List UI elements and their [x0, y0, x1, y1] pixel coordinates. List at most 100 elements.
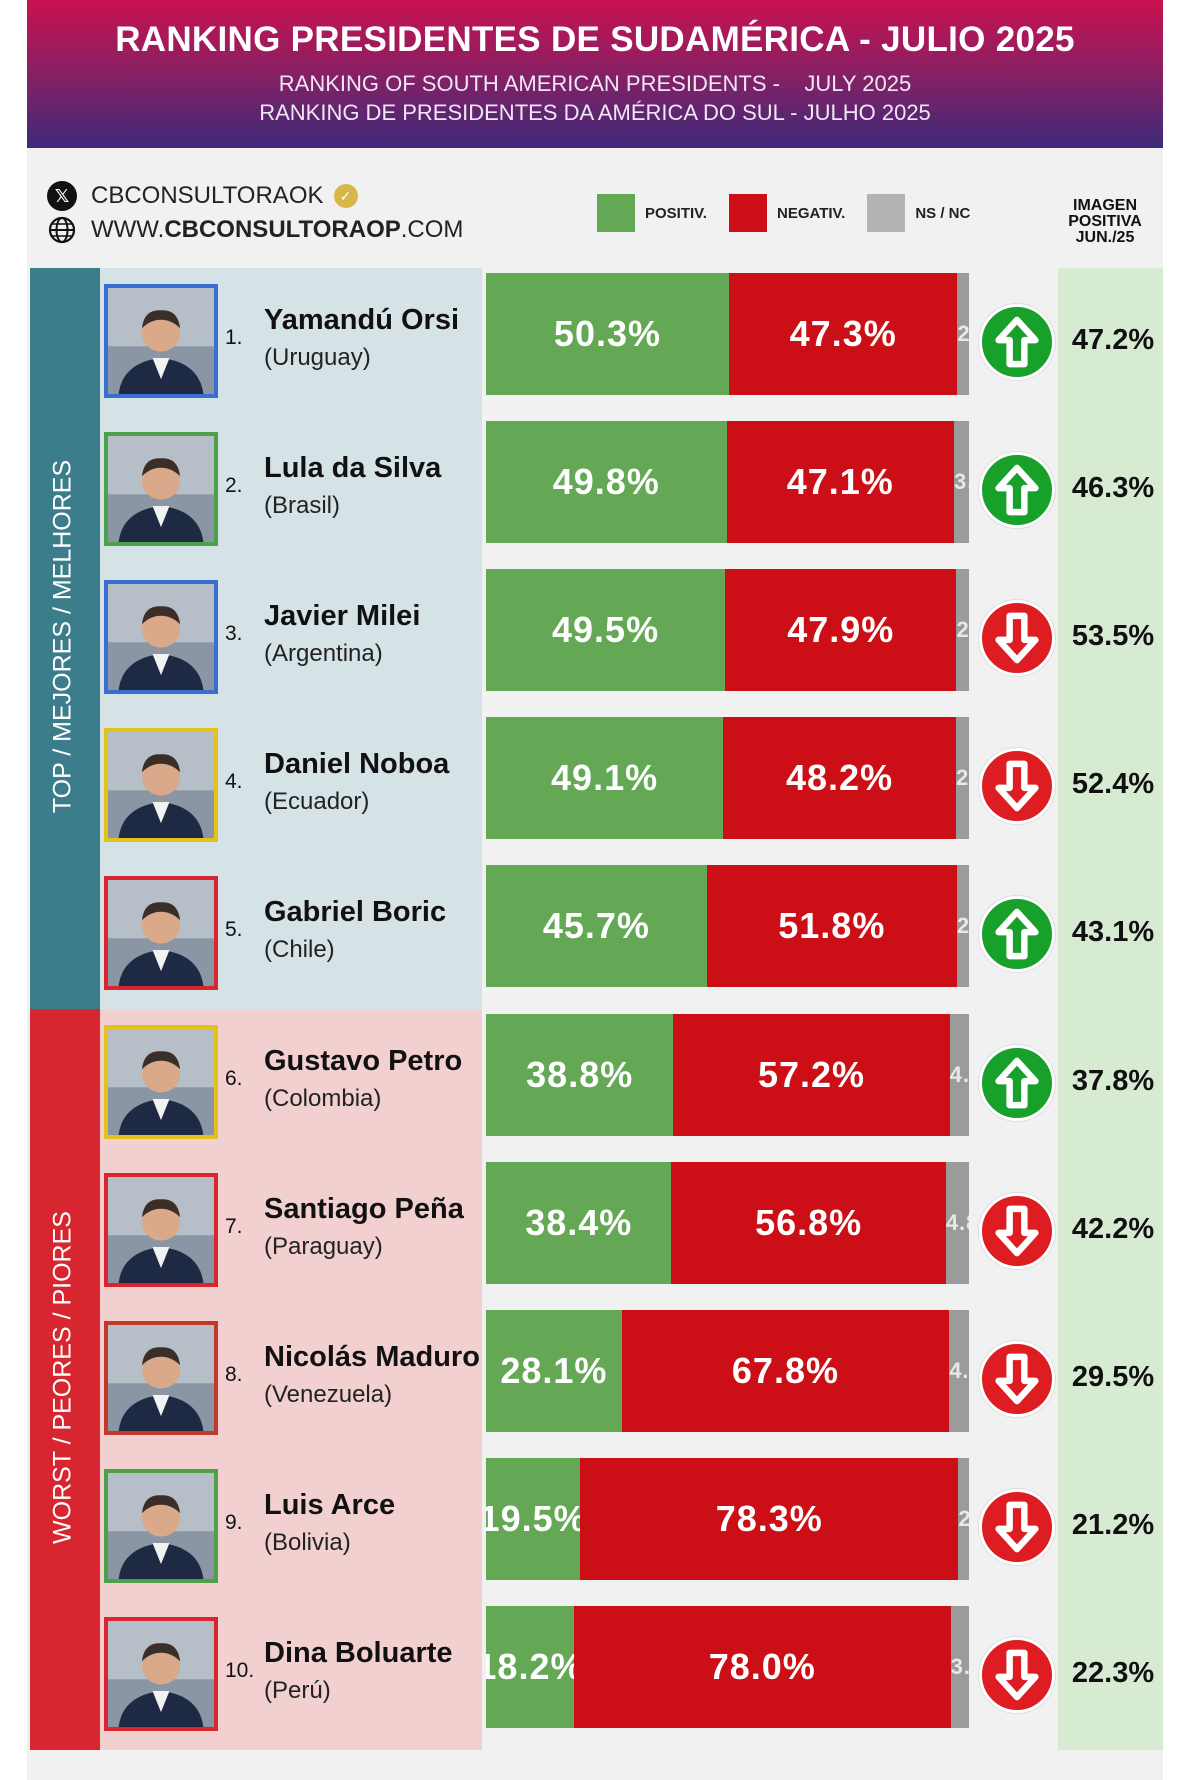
president-country: (Brasil) [264, 492, 340, 519]
bar-ns: 2.6 [956, 569, 969, 691]
president-name: Nicolás Maduro [264, 1341, 480, 1373]
president-name: Dina Boluarte [264, 1637, 453, 1669]
page-title: RANKING PRESIDENTES DE SUDAMÉRICA - JULI… [115, 20, 1075, 59]
arrow-up-icon [979, 304, 1055, 380]
bar-negative: 47.1% [726, 421, 955, 543]
bar-negative: 57.2% [673, 1014, 950, 1136]
worst-section-band [30, 1009, 100, 1750]
president-photo [104, 432, 218, 546]
president-name: Javier Milei [264, 600, 421, 632]
bar-negative: 47.9% [725, 569, 957, 691]
approval-bar: 49.5% 47.9% 2.6 [486, 569, 969, 691]
bar-ns: 4.8 [945, 1162, 969, 1284]
previous-value: 52.4% [1071, 768, 1155, 800]
bar-ns: 2.4 [957, 273, 969, 395]
approval-bar: 38.4% 56.8% 4.8 [486, 1162, 969, 1284]
bar-ns: 3.8 [950, 1606, 969, 1728]
president-photo [104, 1321, 218, 1435]
approval-bar: 49.8% 47.1% 3.1 [486, 421, 969, 543]
arrow-down-icon [979, 1341, 1055, 1417]
website-url[interactable]: WWW.CBCONSULTORAOP.COM [91, 216, 464, 243]
legend-item-ns: NS / NC [867, 194, 970, 232]
bar-negative: 48.2% [723, 717, 956, 839]
rank-number: 5. [225, 918, 243, 941]
approval-bar: 49.1% 48.2% 2.7 [486, 717, 969, 839]
ranking-row: 3. Javier Milei (Argentina) 49.5% 47.9% … [27, 564, 1163, 694]
legend-swatch-negative [728, 194, 767, 232]
portrait-icon [108, 1473, 214, 1579]
bar-negative: 56.8% [671, 1162, 946, 1284]
bar-ns: 4.1 [949, 1310, 969, 1432]
rank-number: 7. [225, 1215, 243, 1238]
president-country: (Paraguay) [264, 1233, 383, 1260]
portrait-icon [108, 584, 214, 690]
ranking-row: 9. Luis Arce (Bolivia) 19.5% 78.3% 2.2 2… [27, 1453, 1163, 1583]
bar-positive: 49.1% [486, 717, 724, 839]
rank-number: 2. [225, 474, 243, 497]
approval-bar: 38.8% 57.2% 4.0 [486, 1014, 969, 1136]
x-logo-icon: 𝕏 [47, 181, 77, 211]
bar-negative: 67.8% [621, 1310, 950, 1432]
approval-bar: 45.7% 51.8% 2.5 [486, 865, 969, 987]
rank-number: 3. [225, 622, 243, 645]
previous-value: 42.2% [1071, 1213, 1155, 1245]
bar-positive: 18.2% [486, 1606, 574, 1728]
bar-ns: 2.5 [956, 865, 969, 987]
bar-positive: 45.7% [486, 865, 707, 987]
portrait-icon [108, 1177, 214, 1283]
ranking-row: 6. Gustavo Petro (Colombia) 38.8% 57.2% … [27, 1009, 1163, 1139]
ranking-row: 5. Gabriel Boric (Chile) 45.7% 51.8% 2.5… [27, 860, 1163, 990]
president-country: (Venezuela) [264, 1381, 393, 1408]
president-name: Gustavo Petro [264, 1045, 463, 1077]
president-photo [104, 580, 218, 694]
approval-bar: 28.1% 67.8% 4.1 [486, 1310, 969, 1432]
president-country: (Chile) [264, 936, 335, 963]
top-section-band [30, 268, 100, 1009]
arrow-up-icon [979, 452, 1055, 528]
rank-number: 4. [225, 770, 243, 793]
portrait-icon [108, 1621, 214, 1727]
president-country: (Colombia) [264, 1085, 382, 1112]
president-name: Gabriel Boric [264, 896, 447, 928]
arrow-up-icon [979, 896, 1055, 972]
portrait-icon [108, 880, 214, 986]
rank-number: 1. [225, 326, 243, 349]
legend-item-positive: POSITIV. [597, 194, 707, 232]
bar-ns: 4.0 [949, 1014, 969, 1136]
bar-negative: 78.0% [573, 1606, 951, 1728]
x-handle: CBCONSULTORAOK [91, 182, 324, 209]
previous-value: 22.3% [1071, 1657, 1155, 1689]
president-country: (Perú) [264, 1677, 331, 1704]
portrait-icon [108, 1325, 214, 1431]
president-name: Luis Arce [264, 1489, 396, 1521]
president-photo [104, 1025, 218, 1139]
ranking-row: 8. Nicolás Maduro (Venezuela) 28.1% 67.8… [27, 1305, 1163, 1435]
bar-positive: 49.8% [486, 421, 727, 543]
legend-swatch-ns [867, 194, 906, 232]
brand-block: 𝕏 CBCONSULTORAOK ✓ WWW.CBCONSULTORAOP.CO… [47, 180, 463, 248]
ranking-row: 1. Yamandú Orsi (Uruguay) 50.3% 47.3% 2.… [27, 268, 1163, 398]
previous-value: 53.5% [1071, 620, 1155, 652]
ranking-row: 2. Lula da Silva (Brasil) 49.8% 47.1% 3.… [27, 416, 1163, 546]
bar-ns: 2.7 [955, 717, 969, 839]
subtitle-portuguese: RANKING DE PRESIDENTES DA AMÉRICA DO SUL… [259, 100, 931, 125]
bar-positive: 49.5% [486, 569, 726, 691]
portrait-icon [108, 1029, 214, 1135]
ranking-row: 10. Dina Boluarte (Perú) 18.2% 78.0% 3.8… [27, 1601, 1163, 1731]
bar-ns: 3.1 [954, 421, 969, 543]
approval-bar: 18.2% 78.0% 3.8 [486, 1606, 969, 1728]
previous-value: 46.3% [1071, 472, 1155, 504]
legend-swatch-positive [597, 194, 635, 232]
previous-value: 37.8% [1071, 1065, 1155, 1097]
president-country: (Ecuador) [264, 788, 370, 815]
portrait-icon [108, 732, 214, 838]
president-country: (Uruguay) [264, 344, 371, 371]
approval-bar: 19.5% 78.3% 2.2 [486, 1458, 969, 1580]
president-photo [104, 1617, 218, 1731]
approval-bar: 50.3% 47.3% 2.4 [486, 273, 969, 395]
ranking-row: 4. Daniel Noboa (Ecuador) 49.1% 48.2% 2.… [27, 712, 1163, 842]
president-photo [104, 1469, 218, 1583]
president-photo [104, 1173, 218, 1287]
header-banner: RANKING PRESIDENTES DE SUDAMÉRICA - JULI… [27, 0, 1163, 148]
rank-number: 6. [225, 1067, 243, 1090]
